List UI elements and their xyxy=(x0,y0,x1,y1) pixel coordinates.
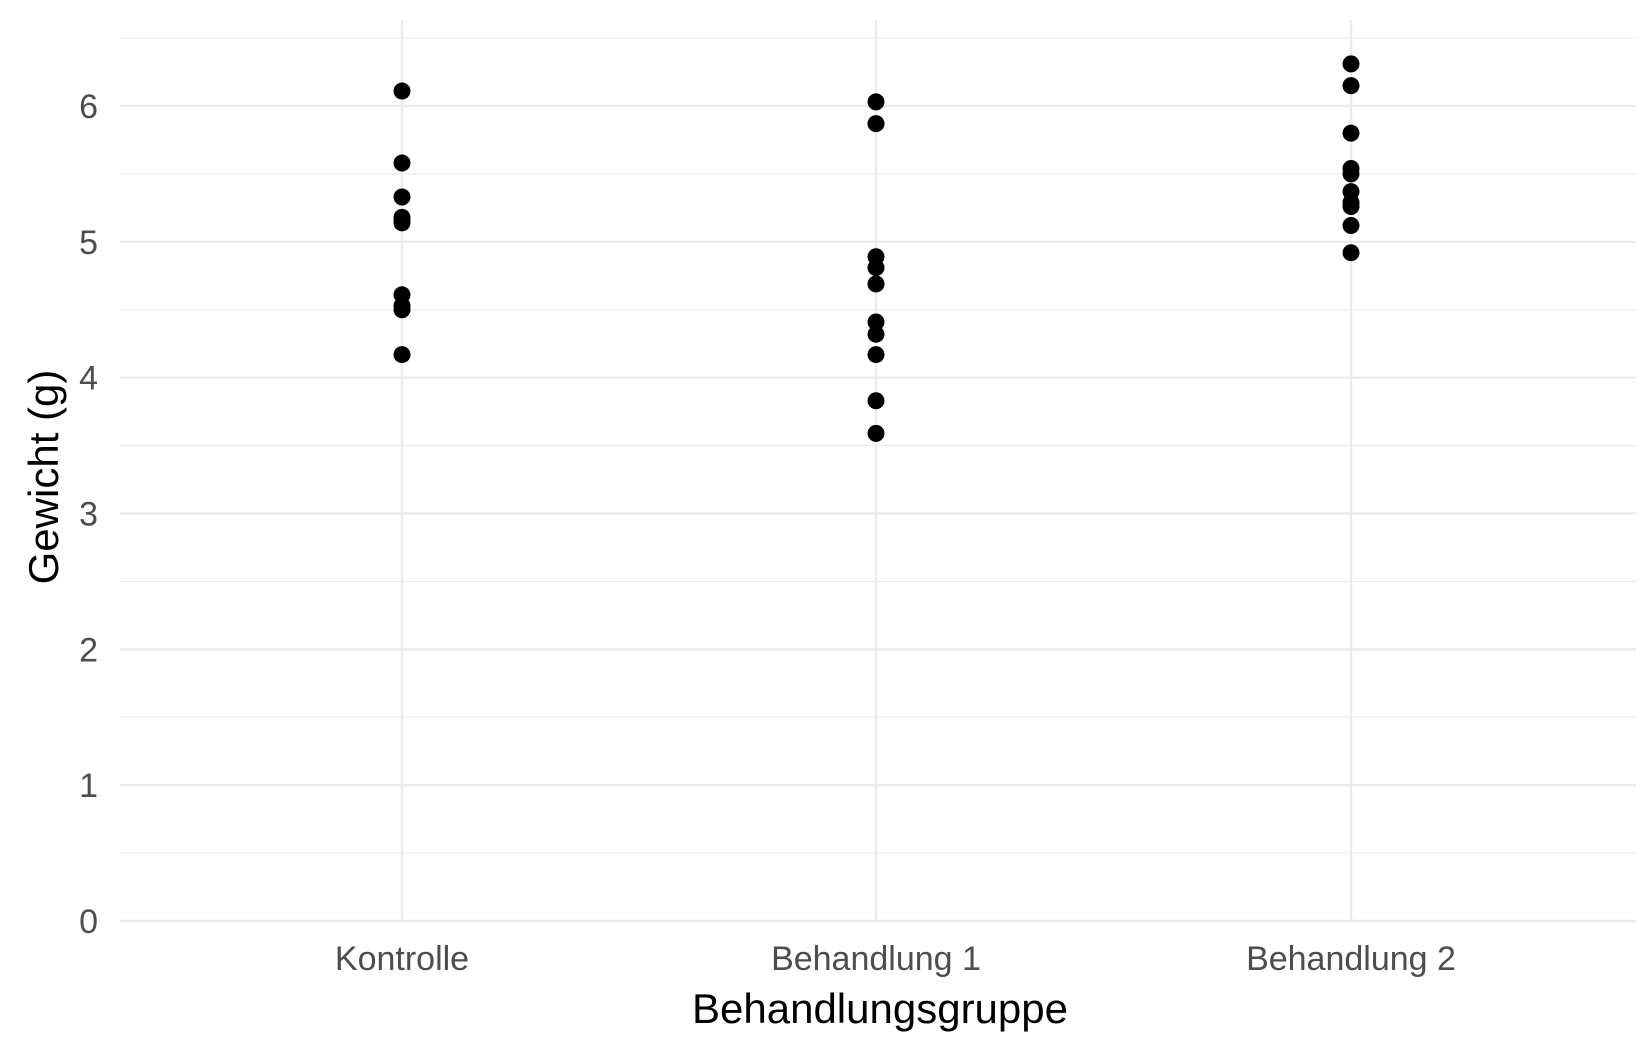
y-axis-ticks: 0 1 2 3 4 5 6 xyxy=(79,88,98,941)
data-point xyxy=(867,325,885,343)
y-tick-label: 6 xyxy=(79,88,98,126)
data-point xyxy=(1342,217,1360,235)
x-axis-ticks: Kontrolle Behandlung 1 Behandlung 2 xyxy=(335,940,1456,978)
y-axis-title: Gewicht (g) xyxy=(20,370,67,585)
y-tick-label: 1 xyxy=(79,767,98,805)
data-point xyxy=(1342,183,1360,201)
data-point xyxy=(393,188,411,206)
y-tick-label: 4 xyxy=(79,360,98,398)
data-point xyxy=(1342,124,1360,142)
data-point xyxy=(393,82,411,100)
data-point xyxy=(867,346,885,364)
data-point xyxy=(393,154,411,172)
data-point xyxy=(1342,159,1360,177)
y-tick-label: 5 xyxy=(79,224,98,262)
data-point xyxy=(867,392,885,410)
x-tick-label: Kontrolle xyxy=(335,940,469,978)
data-points xyxy=(393,55,1360,442)
grid xyxy=(120,20,1636,923)
y-tick-label: 3 xyxy=(79,496,98,534)
x-tick-label: Behandlung 2 xyxy=(1246,940,1456,978)
data-point xyxy=(867,248,885,266)
x-tick-label: Behandlung 1 xyxy=(771,940,981,978)
data-point xyxy=(867,313,885,331)
data-point xyxy=(867,115,885,133)
data-point xyxy=(867,93,885,111)
data-point xyxy=(393,208,411,226)
data-point xyxy=(393,346,411,364)
data-point xyxy=(1342,244,1360,262)
data-point xyxy=(1342,77,1360,95)
x-axis-title: Behandlungsgruppe xyxy=(692,985,1068,1032)
data-point xyxy=(867,275,885,293)
data-point xyxy=(393,286,411,304)
data-point xyxy=(867,424,885,442)
y-tick-label: 2 xyxy=(79,631,98,669)
y-tick-label: 0 xyxy=(79,903,98,941)
data-point xyxy=(1342,55,1360,73)
